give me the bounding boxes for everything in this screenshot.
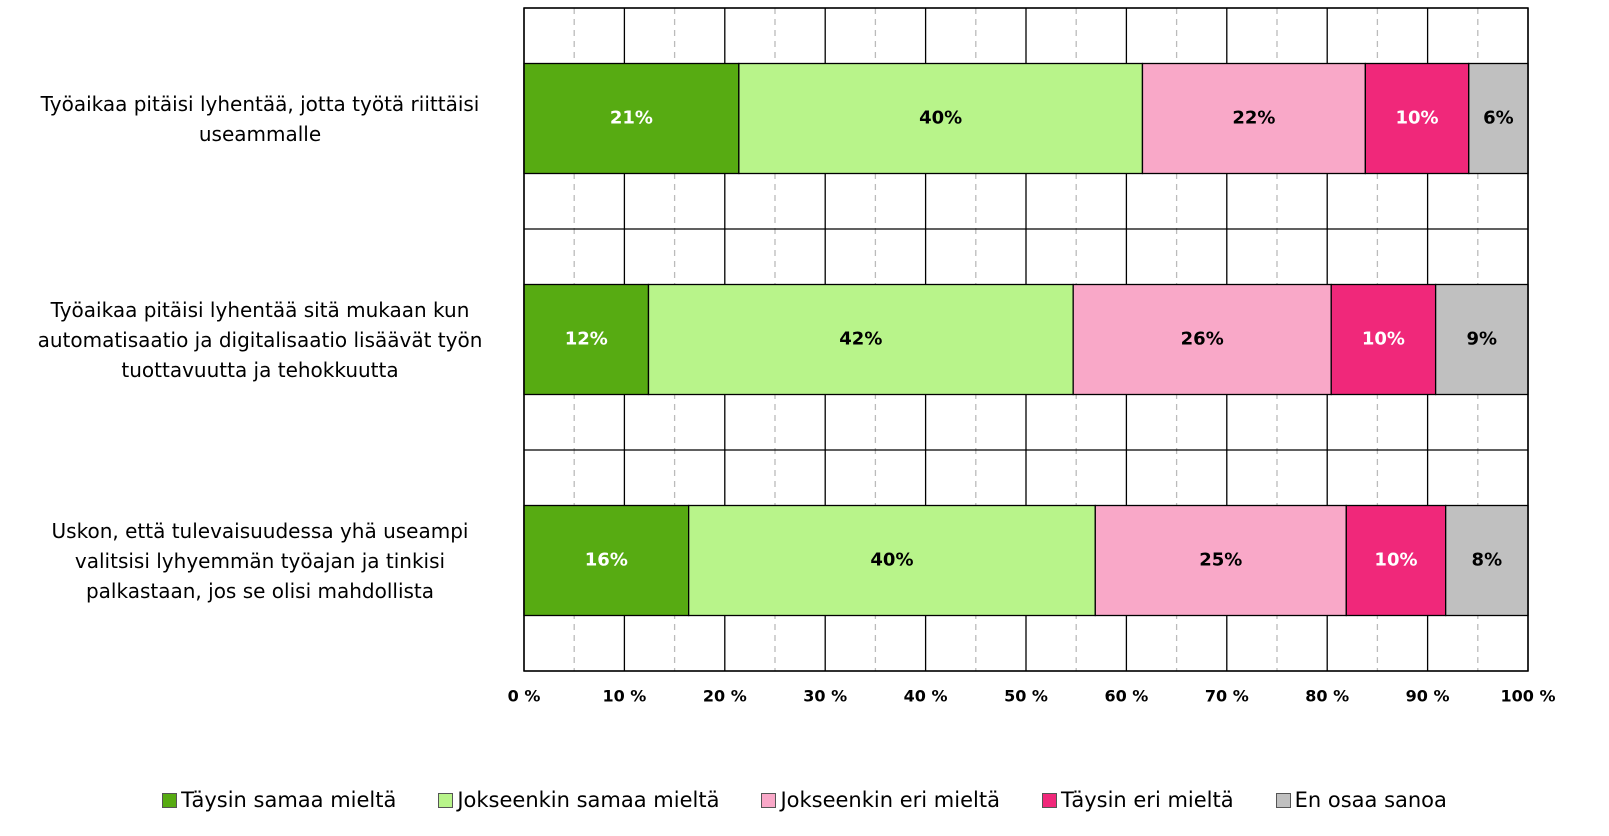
legend-label: Jokseenkin eri mieltä: [780, 788, 1000, 812]
data-label: 26%: [1181, 329, 1224, 350]
legend-label: En osaa sanoa: [1294, 788, 1447, 812]
bar-segment: [738, 62, 1144, 175]
x-tick-label: 20 %: [703, 687, 747, 706]
x-tick-label: 40 %: [904, 687, 948, 706]
data-label: 10%: [1396, 108, 1439, 129]
category-label: Työaikaa pitäisi lyhentää, jotta työtä r…: [40, 91, 480, 146]
data-label: 16%: [585, 550, 628, 571]
legend-swatch: [162, 792, 178, 808]
legend-item: Jokseenkin samaa mieltä: [438, 788, 719, 812]
legend-item: En osaa sanoa: [1275, 788, 1447, 812]
bar-segment: [1141, 62, 1367, 175]
legend-label: Täysin eri mieltä: [1060, 788, 1234, 812]
bar-segment: [1434, 283, 1529, 396]
data-label: 9%: [1467, 329, 1498, 350]
legend-item: Täysin samaa mieltä: [162, 788, 396, 812]
bar-segment: [647, 283, 1074, 396]
legend-swatch: [1275, 792, 1291, 808]
data-label: 12%: [565, 329, 608, 350]
bar-segment: [1094, 504, 1347, 617]
plot-border: [523, 7, 1529, 672]
x-tick-label: 60 %: [1104, 687, 1148, 706]
data-label: 10%: [1362, 329, 1405, 350]
legend-item: Jokseenkin eri mieltä: [761, 788, 1000, 812]
data-label: 40%: [870, 550, 913, 571]
bar-segment: [1345, 504, 1447, 617]
legend-swatch: [761, 792, 777, 808]
bar-segment: [1364, 62, 1470, 175]
data-label: 42%: [839, 329, 882, 350]
data-label: 10%: [1374, 550, 1417, 571]
legend-label: Täysin samaa mieltä: [181, 788, 397, 812]
bar-segment: [1072, 283, 1332, 396]
x-tick-label: 30 %: [803, 687, 847, 706]
data-label: 22%: [1232, 108, 1275, 129]
data-label: 8%: [1472, 550, 1503, 571]
x-tick-label: 70 %: [1205, 687, 1249, 706]
data-label: 6%: [1483, 108, 1514, 129]
bar-segment: [1445, 504, 1529, 617]
legend: Täysin samaa mieltä Jokseenkin samaa miel…: [0, 788, 1609, 812]
x-tick-label: 10 %: [602, 687, 646, 706]
bar-segment: [688, 504, 1096, 617]
bar-segment: [1468, 62, 1529, 175]
legend-swatch: [1041, 792, 1057, 808]
legend-label: Jokseenkin samaa mieltä: [457, 788, 720, 812]
category-label: Uskon, että tulevaisuudessa yhä useampi …: [51, 518, 469, 603]
legend-swatch: [438, 792, 454, 808]
x-tick-label: 50 %: [1004, 687, 1048, 706]
legend-item: Täysin eri mieltä: [1041, 788, 1234, 812]
data-label: 25%: [1199, 550, 1242, 571]
data-label: 21%: [610, 108, 653, 129]
x-tick-label: 90 %: [1406, 687, 1450, 706]
x-tick-label: 80 %: [1305, 687, 1349, 706]
bar-segment: [523, 504, 690, 617]
x-tick-label: 100 %: [1501, 687, 1556, 706]
data-label: 40%: [919, 108, 962, 129]
x-tick-label: 0 %: [508, 687, 541, 706]
category-label: Työaikaa pitäisi lyhentää sitä mukaan ku…: [37, 297, 483, 382]
